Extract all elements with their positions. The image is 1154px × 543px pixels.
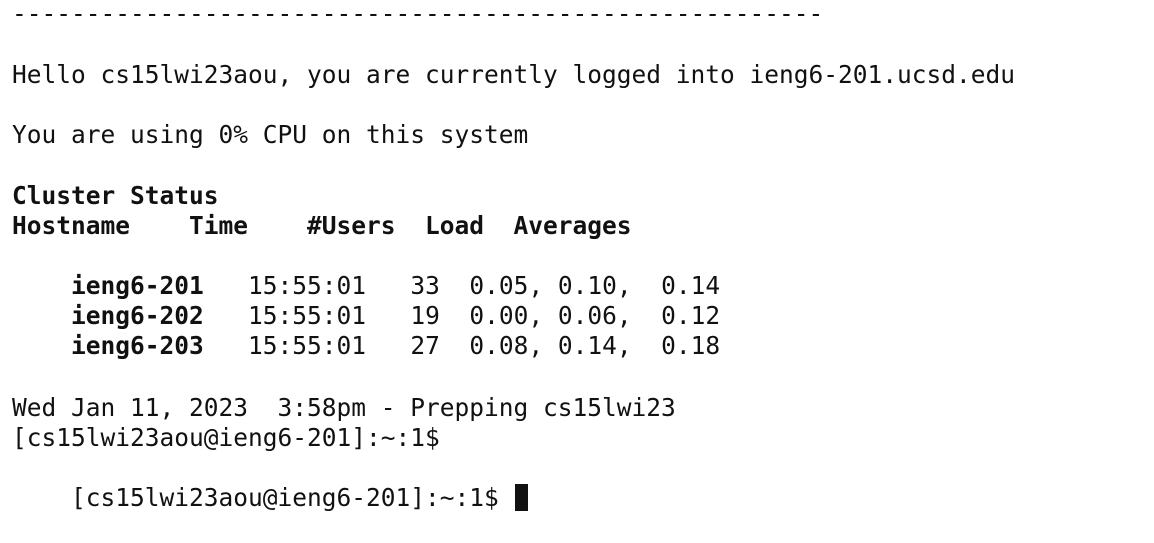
- greeting-text: Hello cs15lwi23aou, you are currently lo…: [12, 60, 1016, 89]
- cpu-usage-text: You are using 0% CPU on this system: [12, 120, 529, 149]
- time-cell: 15:55:01: [248, 271, 367, 300]
- load-1-cell: 0.05,: [469, 271, 544, 300]
- login-banner: Wed Jan 11, 2023 3:58pm - Prepping cs15l…: [12, 393, 676, 422]
- time-cell: 15:55:01: [248, 301, 367, 330]
- cluster-status-header: Hostname Time #Users Load Averages: [12, 211, 632, 240]
- cursor-block[interactable]: [514, 484, 528, 511]
- table-row: ieng6-202 15:55:01 19 0.00, 0.06, 0.12: [12, 271, 720, 330]
- load-1-cell: 0.00,: [469, 301, 544, 330]
- users-cell: 27: [410, 331, 440, 360]
- shell-prompt-text: [cs15lwi23aou@ieng6-201]:~:1$: [71, 483, 514, 512]
- cluster-status-title: Cluster Status: [12, 181, 219, 210]
- table-row: ieng6-203 15:55:01 27 0.08, 0.14, 0.18: [12, 301, 720, 360]
- load-15-cell: 0.18: [661, 331, 721, 360]
- load-15-cell: 0.12: [661, 301, 721, 330]
- separator-line: ----------------------------------------…: [12, 0, 824, 28]
- load-5-cell: 0.06,: [557, 301, 632, 330]
- load-5-cell: 0.14,: [557, 331, 632, 360]
- hostname-cell: ieng6-202: [71, 301, 204, 330]
- load-15-cell: 0.14: [661, 271, 721, 300]
- terminal-window[interactable]: ----------------------------------------…: [12, 0, 1142, 524]
- hostname-cell: ieng6-203: [71, 331, 204, 360]
- load-1-cell: 0.08,: [469, 331, 544, 360]
- shell-prompt: [cs15lwi23aou@ieng6-201]:~:1$: [12, 423, 440, 452]
- users-cell: 19: [410, 301, 440, 330]
- time-cell: 15:55:01: [248, 331, 367, 360]
- load-5-cell: 0.10,: [557, 271, 632, 300]
- hostname-cell: ieng6-201: [71, 271, 204, 300]
- users-cell: 33: [410, 271, 440, 300]
- shell-prompt-active[interactable]: [cs15lwi23aou@ieng6-201]:~:1$: [12, 453, 528, 512]
- table-row: ieng6-201 15:55:01 33 0.05, 0.10, 0.14: [12, 241, 720, 300]
